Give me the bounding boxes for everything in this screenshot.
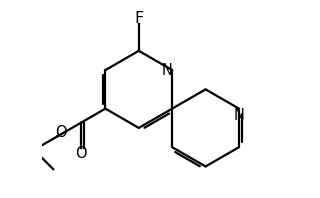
Text: N: N: [234, 108, 244, 123]
Text: O: O: [55, 125, 67, 140]
Text: N: N: [162, 63, 173, 78]
Text: F: F: [134, 10, 143, 26]
Text: O: O: [76, 146, 87, 161]
